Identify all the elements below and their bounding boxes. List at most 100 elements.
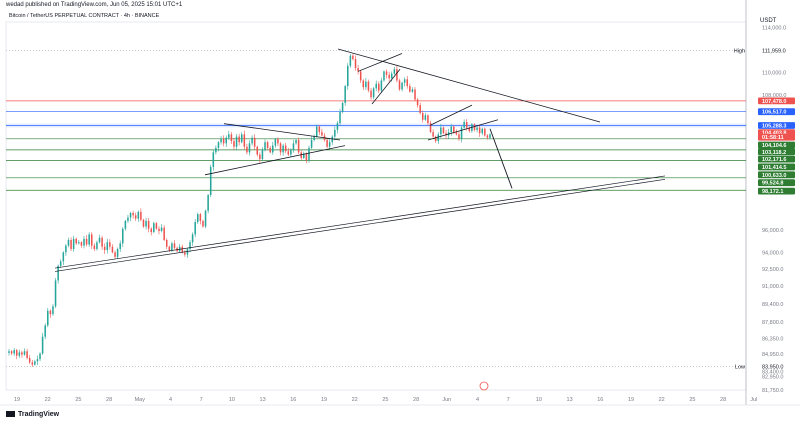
x-tick-label: 19 xyxy=(14,397,20,403)
price-tag-box xyxy=(758,179,795,187)
x-tick-label: 28 xyxy=(720,397,726,403)
replay-icon xyxy=(479,381,489,391)
price-tag-value: 104,104.6 xyxy=(762,143,786,149)
candle-body xyxy=(453,126,455,133)
candle-body xyxy=(359,71,362,81)
candle-body xyxy=(473,124,476,130)
symbol-title[interactable]: Bitcoin / TetherUS PERPETUAL CONTRACT · … xyxy=(9,13,160,19)
candle-body xyxy=(72,238,75,249)
x-tick-label: May xyxy=(135,397,146,403)
x-tick-label: 10 xyxy=(536,397,542,403)
candle-body xyxy=(287,151,290,155)
candle-body xyxy=(251,137,253,144)
candle-body xyxy=(212,152,215,167)
price-tag-value: 106,517.0 xyxy=(762,110,786,116)
candle-body xyxy=(15,350,18,356)
candle-body xyxy=(292,143,295,151)
price-tag-value: 101,414.5 xyxy=(762,165,786,171)
x-tick-label: 16 xyxy=(290,397,296,403)
candle-body xyxy=(230,134,233,142)
candle-body xyxy=(427,115,429,124)
candle-body xyxy=(70,239,72,249)
candle-body xyxy=(220,138,222,143)
candle-body xyxy=(385,71,388,75)
candle-body xyxy=(129,213,132,218)
x-tick-label: 13 xyxy=(260,397,266,403)
candle-body xyxy=(189,242,191,249)
candle-body xyxy=(315,126,318,137)
pennant-lower-line xyxy=(204,145,346,176)
candle-body xyxy=(432,132,434,137)
candle-body xyxy=(336,123,339,130)
candle-body xyxy=(346,65,349,87)
candle-body xyxy=(313,136,315,140)
candle-body xyxy=(83,238,85,246)
price-tag-box xyxy=(758,187,795,195)
x-tick-label: 25 xyxy=(75,397,81,403)
candle-body xyxy=(235,136,238,147)
candle-body xyxy=(49,310,52,315)
candle-body xyxy=(489,134,491,138)
y-tick-label: 87,800.0 xyxy=(762,320,783,326)
candle-body xyxy=(243,134,246,147)
candle-body xyxy=(409,86,411,92)
y-tick-label: 86,350.0 xyxy=(762,336,783,342)
price-tag-value: 102,171.6 xyxy=(762,157,786,163)
candle-body xyxy=(388,74,390,79)
candle-body xyxy=(134,215,137,219)
candle-body xyxy=(476,127,478,130)
price-tag-value: 103,118.2 xyxy=(762,150,786,156)
rising-trendline-upper xyxy=(54,175,666,269)
candle-body xyxy=(28,357,31,363)
price-tag-box xyxy=(758,133,795,141)
y-tick-label: 96,000.0 xyxy=(762,228,783,234)
price-tag-value: 100,633.0 xyxy=(762,173,786,179)
candle-body xyxy=(197,214,199,223)
candle-body xyxy=(401,82,403,90)
wedge-upper-line xyxy=(429,104,473,126)
candle-body xyxy=(341,102,344,112)
candle-body xyxy=(106,242,109,251)
y-tick-label: 94,000.0 xyxy=(762,250,783,256)
y-tick-label: 92,500.0 xyxy=(762,267,783,273)
candle-body xyxy=(47,310,49,326)
candle-body xyxy=(414,89,416,100)
candle-body xyxy=(367,81,370,91)
y-tick-label: 82,950.0 xyxy=(762,375,783,381)
candle-body xyxy=(295,139,297,144)
candle-body xyxy=(375,83,377,89)
price-tag-box xyxy=(758,171,795,179)
candle-body xyxy=(300,152,302,158)
candle-body xyxy=(269,147,271,153)
candle-body xyxy=(370,90,372,98)
candle-body xyxy=(419,105,421,114)
candle-body xyxy=(365,81,367,88)
x-tick-label: 10 xyxy=(229,397,235,403)
candle-body xyxy=(349,55,352,66)
candle-body xyxy=(228,134,230,138)
price-tag-value: 111,959.0 xyxy=(762,49,786,55)
candle-body xyxy=(331,136,334,143)
candle-body xyxy=(416,99,419,106)
x-tick-label: 4 xyxy=(169,397,172,403)
candle-body xyxy=(160,227,163,232)
candle-body xyxy=(54,280,57,307)
candle-body xyxy=(437,134,440,142)
x-tick-label: 16 xyxy=(597,397,603,403)
candle-body xyxy=(90,234,93,246)
descending-resistance-line xyxy=(337,48,601,123)
candle-body xyxy=(13,350,15,354)
x-tick-label: Jul xyxy=(750,397,757,403)
x-tick-label: 7 xyxy=(200,397,203,403)
candle-body xyxy=(111,246,114,253)
price-tag-box xyxy=(758,141,795,149)
candle-body xyxy=(173,243,176,248)
candle-body xyxy=(248,143,251,153)
y-tick-label: 81,750.0 xyxy=(762,388,783,394)
candle-body xyxy=(34,361,36,365)
candle-body xyxy=(78,242,80,244)
candle-body xyxy=(116,248,119,257)
candle-body xyxy=(8,351,10,353)
